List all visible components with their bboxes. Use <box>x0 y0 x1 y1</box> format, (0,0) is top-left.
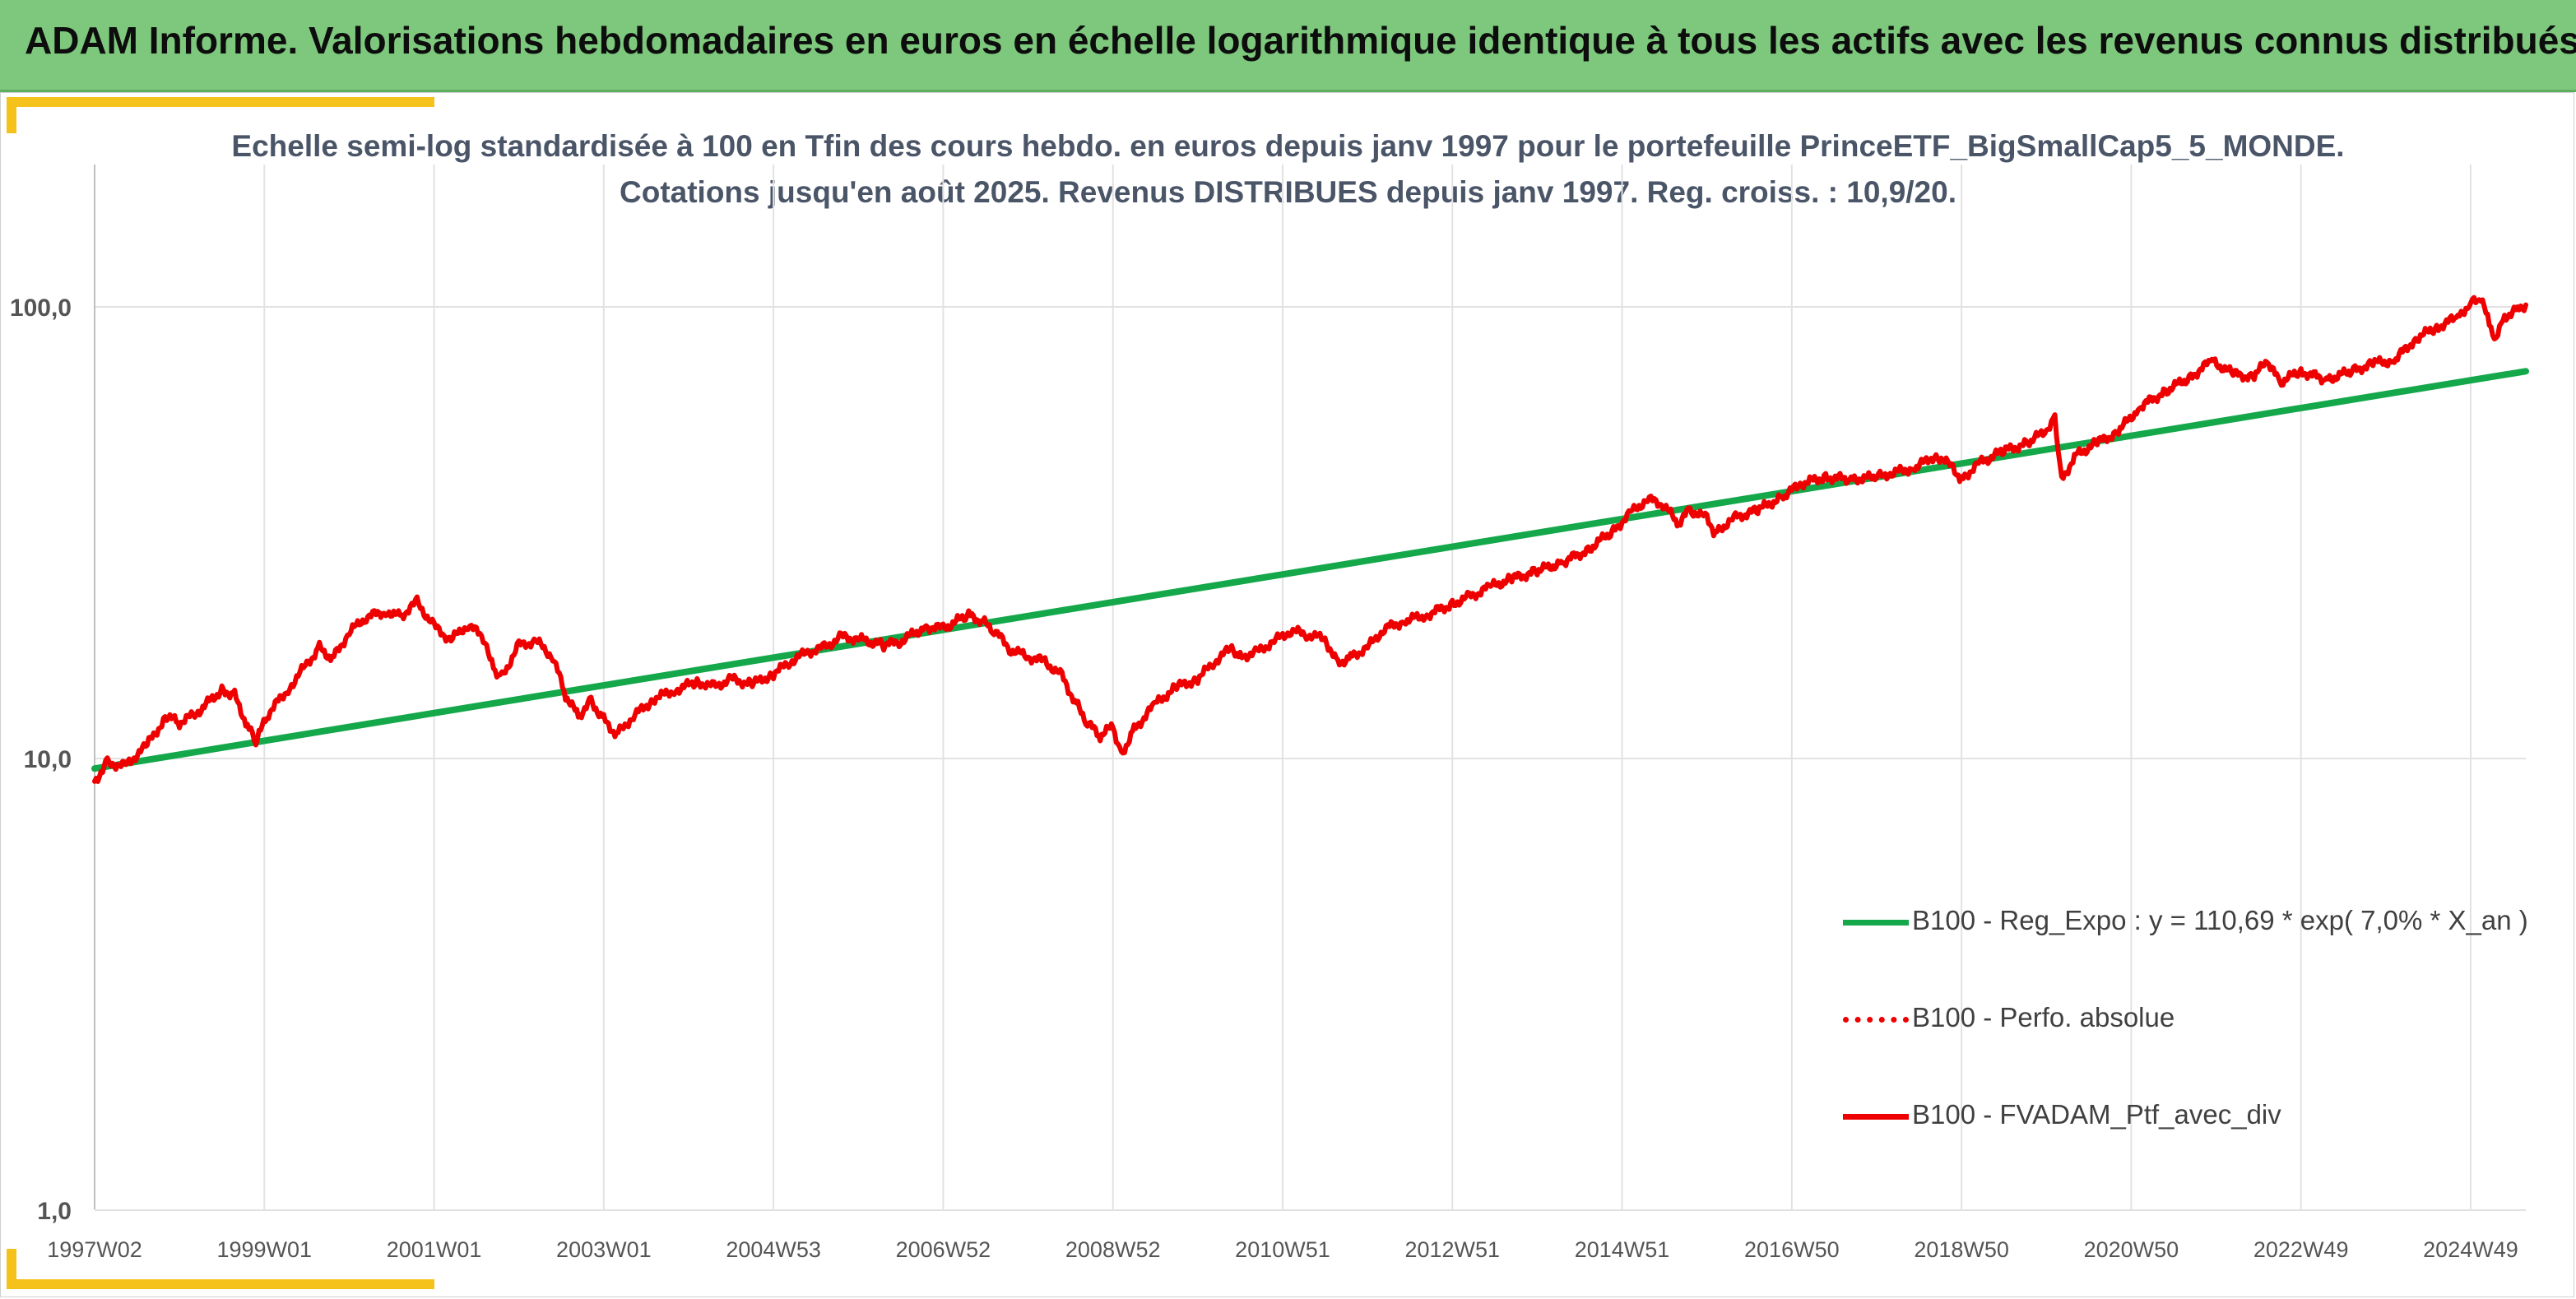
legend-swatch-portfolio <box>1843 1114 1909 1120</box>
x-tick-label: 2014W51 <box>1575 1237 1670 1262</box>
report-title: ADAM Informe. Valorisations hebdomadaire… <box>25 19 2576 62</box>
y-tick-label: 10,0 <box>24 746 72 773</box>
y-tick-label: 1,0 <box>37 1198 72 1225</box>
x-tick-label: 2006W52 <box>896 1237 991 1262</box>
legend-swatch-regression <box>1843 920 1909 926</box>
x-tick-label: 2012W51 <box>1404 1237 1500 1262</box>
x-tick-label: 2001W01 <box>387 1237 482 1262</box>
x-tick-label: 2024W49 <box>2423 1237 2518 1262</box>
y-tick-label: 100,0 <box>10 295 72 322</box>
legend-label-regression: B100 - Reg_Expo : y = 110,69 * exp( 7,0%… <box>1912 905 2528 935</box>
legend-label-perfo-absolue: B100 - Perfo. absolue <box>1912 1002 2175 1032</box>
x-tick-label: 2016W50 <box>1744 1237 1840 1262</box>
series-line-regression <box>91 368 2529 772</box>
header-banner: ADAM Informe. Valorisations hebdomadaire… <box>0 0 2576 92</box>
chart-frame <box>0 92 2574 1297</box>
x-tick-label: 2010W51 <box>1235 1237 1330 1262</box>
series-line-portfolio <box>92 295 2528 784</box>
chart-title-line-2: Cotations jusqu'en août 2025. Revenus DI… <box>620 175 1956 209</box>
x-tick-label: 2018W50 <box>1914 1237 2009 1262</box>
x-tick-label: 2022W49 <box>2253 1237 2349 1262</box>
x-tick-label: 2003W01 <box>556 1237 652 1262</box>
x-tick-label: 2008W52 <box>1065 1237 1161 1262</box>
accent-bar-bottom <box>7 1279 434 1289</box>
legend-label-portfolio: B100 - FVADAM_Ptf_avec_div <box>1912 1099 2281 1130</box>
accent-bar-top-vertical <box>7 97 16 133</box>
chart-title: Echelle semi-log standardisée à 100 en T… <box>0 123 2576 216</box>
accent-bar-bottom-vertical <box>7 1249 16 1289</box>
x-tick-label: 1999W01 <box>216 1237 312 1262</box>
legend-swatch-perfo-absolue <box>1843 1017 1909 1023</box>
chart-title-line-1: Echelle semi-log standardisée à 100 en T… <box>231 129 2345 163</box>
x-tick-label: 2020W50 <box>2084 1237 2179 1262</box>
x-tick-label: 2004W53 <box>726 1237 821 1262</box>
x-tick-label: 1997W02 <box>47 1237 142 1262</box>
accent-bar-top <box>7 97 434 107</box>
